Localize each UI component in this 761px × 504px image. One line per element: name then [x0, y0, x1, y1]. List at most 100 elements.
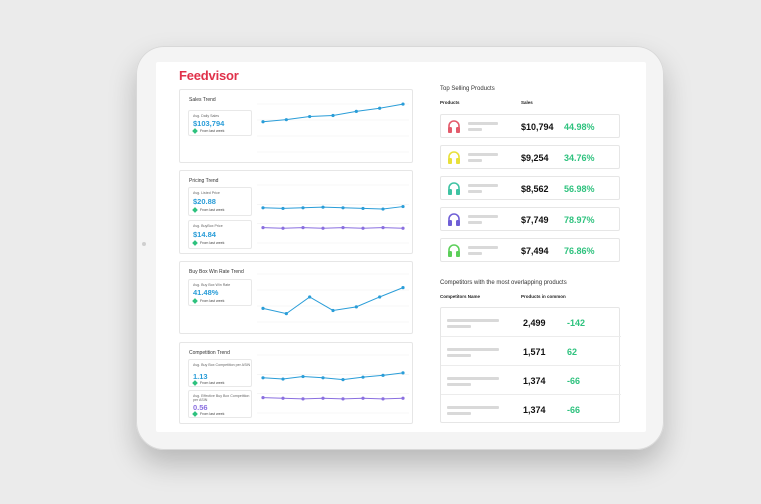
data-point [261, 376, 265, 380]
data-point [361, 226, 365, 230]
series-line [262, 103, 404, 123]
product-row[interactable]: $7,494 76.86% [440, 238, 620, 262]
competitor-row[interactable]: 1,374 -66 [441, 395, 621, 424]
competitor-sub-placeholder [447, 325, 471, 328]
product-sub-placeholder [468, 221, 482, 224]
headphones-icon [448, 213, 460, 226]
product-row[interactable]: $10,794 44.98% [440, 114, 620, 138]
kpi-label: Avg. Listed Price [193, 191, 220, 195]
sales-chart [257, 102, 409, 153]
pricing-trend-card: Pricing Trend Avg. Listed Price $20.88 F… [179, 170, 413, 254]
kpi-change: From last week [192, 298, 224, 304]
dashboard-screen: Feedvisor Sales Trend Avg. Daily Sales $… [156, 62, 646, 432]
product-sub-placeholder [468, 159, 482, 162]
competitor-name-placeholder [447, 319, 499, 322]
up-diamond-icon [192, 240, 198, 246]
product-row[interactable]: $7,749 78.97% [440, 207, 620, 231]
kpi-value: 41.48% [193, 288, 219, 297]
kpi-label: Avg. Buy Box Win Rate [193, 283, 231, 287]
data-point [321, 376, 325, 380]
data-point [381, 373, 385, 377]
data-point [354, 305, 358, 309]
product-percent: 56.98% [564, 184, 595, 194]
card-title: Buy Box Win Rate Trend [189, 269, 244, 275]
competitor-delta: -142 [567, 318, 586, 328]
kpi-label: Avg. Buy Box Competition per ASIN [193, 363, 251, 367]
competitor-sub-placeholder [447, 383, 471, 386]
data-point [281, 206, 285, 211]
data-point [301, 397, 305, 401]
data-point [378, 106, 382, 110]
product-sales: $7,494 [521, 246, 549, 256]
product-row[interactable]: $9,254 34.76% [440, 145, 620, 169]
kpi-change: From last week [192, 380, 224, 386]
kpi-value: $103,794 [193, 119, 225, 128]
competitor-name-placeholder [447, 348, 499, 351]
data-point [321, 226, 325, 230]
data-point [401, 396, 405, 400]
product-sales: $7,749 [521, 215, 549, 225]
data-point [261, 306, 265, 310]
product-name-placeholder [468, 215, 498, 218]
product-row[interactable]: $8,562 56.98% [440, 176, 620, 200]
product-sub-placeholder [468, 128, 482, 131]
competitor-row[interactable]: 1,374 -66 [441, 366, 621, 395]
data-point [401, 102, 405, 106]
competitor-delta: 62 [567, 347, 578, 357]
competitor-row[interactable]: 1,571 62 [441, 337, 621, 366]
data-point [284, 118, 288, 122]
kpi-box: Avg. Daily Sales $103,794 From last week [188, 110, 252, 136]
up-diamond-icon [192, 298, 198, 304]
data-point [341, 206, 345, 210]
headphones-icon [448, 151, 460, 164]
data-point [281, 396, 285, 400]
data-point [301, 226, 305, 230]
data-point [361, 206, 365, 211]
data-point [281, 377, 285, 381]
product-percent: 76.86% [564, 246, 595, 256]
data-point [381, 397, 385, 401]
kpi-change: From last week [192, 207, 224, 213]
kpi-value: $14.84 [193, 230, 216, 239]
product-name-placeholder [468, 153, 498, 156]
data-point [308, 114, 312, 119]
kpi-change: From last week [192, 240, 224, 246]
data-point [261, 206, 265, 210]
kpi-change: From last week [192, 411, 224, 417]
competitor-delta: -66 [567, 405, 581, 415]
data-point [401, 204, 405, 209]
brand-logo: Feedvisor [179, 68, 239, 83]
product-sales: $8,562 [521, 184, 549, 194]
buybox-chart [257, 273, 409, 323]
col-competitor-name: Competitors Name [440, 294, 481, 299]
data-point [341, 378, 345, 382]
product-percent: 78.97% [564, 215, 595, 225]
product-sub-placeholder [468, 190, 482, 193]
data-point [301, 206, 305, 210]
series-line [262, 227, 404, 229]
headphones-icon [448, 244, 460, 257]
data-point [361, 375, 365, 379]
kpi-value: $20.88 [193, 197, 216, 206]
data-point [354, 109, 358, 113]
data-point [341, 226, 345, 230]
kpi-box: Avg. Effective Buy Box Competition per A… [188, 390, 252, 418]
data-point [381, 207, 385, 211]
kpi-label: Avg. Daily Sales [193, 114, 220, 118]
products-in-common: 2,499 [523, 318, 546, 328]
buybox-trend-card: Buy Box Win Rate Trend Avg. Buy Box Win … [179, 261, 413, 334]
data-point [401, 286, 405, 290]
product-percent: 44.98% [564, 122, 595, 132]
competitor-sub-placeholder [447, 412, 471, 415]
up-diamond-icon [192, 207, 198, 213]
up-diamond-icon [192, 128, 198, 134]
col-sales: Sales [521, 100, 533, 105]
products-in-common: 1,571 [523, 347, 546, 357]
kpi-box: Avg. Buy Box Competition per ASIN 1.13 F… [188, 359, 252, 387]
competitor-name-placeholder [447, 406, 499, 409]
product-name-placeholder [468, 184, 498, 187]
kpi-change: From last week [192, 128, 224, 134]
competition-trend-card: Competition Trend Avg. Buy Box Competiti… [179, 342, 413, 424]
product-name-placeholder [468, 246, 498, 249]
competitor-row[interactable]: 2,499 -142 [441, 308, 621, 337]
